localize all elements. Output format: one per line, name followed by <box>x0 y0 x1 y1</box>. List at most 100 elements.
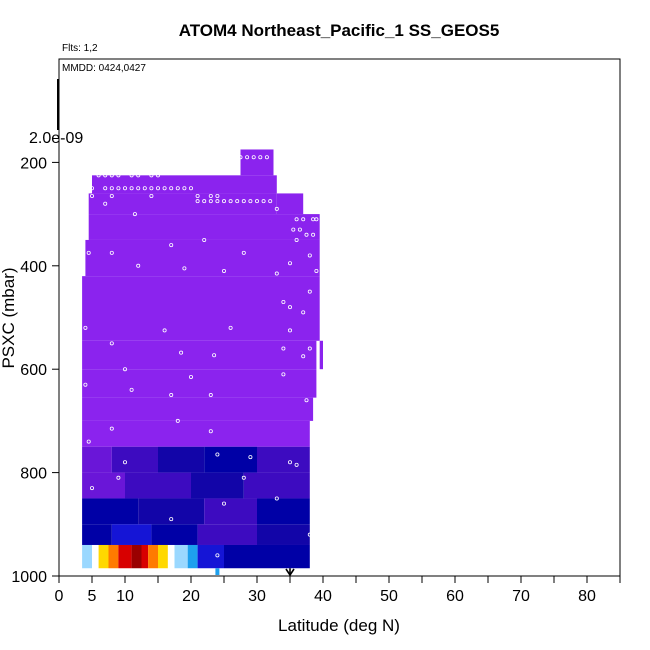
heatmap-cell <box>82 446 112 473</box>
sample-point <box>83 325 88 330</box>
sample-point <box>155 173 160 178</box>
heatmap-cell <box>197 524 257 545</box>
sample-point <box>215 553 220 558</box>
heatmap-cell <box>167 544 175 569</box>
sample-point <box>248 199 253 204</box>
sample-point <box>287 261 292 266</box>
sample-point <box>169 517 174 522</box>
scale-label: 2.0e-09 <box>29 130 83 147</box>
sample-point <box>116 173 121 178</box>
heatmap-cell <box>85 239 320 277</box>
x-tick-label: 50 <box>380 588 398 605</box>
sample-point <box>221 501 226 506</box>
heatmap-cell <box>111 524 152 545</box>
sample-point <box>123 460 128 465</box>
heatmap-cell <box>82 317 320 341</box>
sample-point <box>245 155 250 160</box>
sample-point <box>116 475 121 480</box>
sample-point <box>109 426 114 431</box>
sample-point <box>169 393 174 398</box>
sample-point <box>281 346 286 351</box>
y-tick-label: 200 <box>20 155 47 172</box>
sample-point <box>287 305 292 310</box>
heatmap-cell <box>82 498 139 525</box>
sample-point <box>307 346 312 351</box>
heatmap-cell <box>240 175 277 194</box>
heatmap-cell <box>187 544 198 569</box>
sample-point <box>215 452 220 457</box>
sample-point <box>195 199 200 204</box>
sample-point <box>221 199 226 204</box>
heatmap-cell <box>108 544 119 569</box>
heatmap-cell <box>82 340 317 370</box>
sample-point <box>301 310 306 315</box>
sample-point <box>179 350 184 355</box>
sample-point <box>248 455 253 460</box>
sample-point <box>254 199 259 204</box>
sample-point <box>307 253 312 258</box>
sample-point <box>142 186 147 191</box>
sample-point <box>188 186 193 191</box>
sample-point <box>274 496 279 501</box>
sample-point <box>169 186 174 191</box>
heatmap-cell <box>204 498 257 525</box>
sample-point <box>301 217 306 222</box>
sample-point <box>228 199 233 204</box>
heatmap-cell <box>319 340 323 370</box>
sample-point <box>175 186 180 191</box>
sample-point <box>86 439 91 444</box>
x-tick-label: 80 <box>578 588 596 605</box>
sample-point <box>90 194 95 199</box>
sample-point <box>208 194 213 199</box>
heatmap-cell <box>138 498 205 525</box>
sample-point <box>281 299 286 304</box>
sample-point <box>212 353 217 358</box>
x-tick-label: 5 <box>88 588 97 605</box>
heatmap-cell <box>148 544 158 569</box>
heatmap-cell <box>88 214 320 240</box>
sample-point <box>136 186 141 191</box>
sample-point <box>258 155 263 160</box>
heatmap-cell <box>125 472 191 499</box>
sample-point <box>109 250 114 255</box>
latitude-arrow-head <box>285 568 295 577</box>
sample-point <box>274 206 279 211</box>
sample-point <box>307 289 312 294</box>
sample-point <box>221 268 226 273</box>
sample-point <box>90 186 95 191</box>
dates-label: MMDD: 0424,0427 <box>62 63 146 74</box>
x-tick-label: 60 <box>446 588 464 605</box>
heatmap-cell <box>191 472 244 499</box>
sample-point <box>208 199 213 204</box>
sample-point <box>182 266 187 271</box>
heatmap-cell <box>224 544 310 569</box>
heatmap-cell <box>82 397 314 421</box>
sample-point <box>287 328 292 333</box>
sample-point <box>287 460 292 465</box>
x-axis: 0 5 10 20 30 40 50 60 70 80 <box>55 576 621 605</box>
sample-point <box>314 217 319 222</box>
sample-point <box>169 243 174 248</box>
sample-point <box>103 186 108 191</box>
sample-point <box>129 387 134 392</box>
x-tick-label: 10 <box>116 588 134 605</box>
sample-point <box>116 186 121 191</box>
sample-point <box>241 199 246 204</box>
heatmap-cells <box>82 149 323 569</box>
sample-point <box>294 462 299 467</box>
heatmap-cell <box>151 524 198 545</box>
heatmap-cell <box>82 420 310 447</box>
sample-point <box>129 186 134 191</box>
heatmap-cell <box>82 544 92 569</box>
heatmap-cell <box>240 149 274 176</box>
sample-point <box>86 250 91 255</box>
x-axis-title: Latitude (deg N) <box>278 616 400 635</box>
sample-point <box>109 341 114 346</box>
sample-point <box>129 173 134 178</box>
sample-point <box>96 173 101 178</box>
sample-point <box>83 382 88 387</box>
sample-point <box>149 194 154 199</box>
sample-point <box>208 429 213 434</box>
sample-point <box>264 155 269 160</box>
